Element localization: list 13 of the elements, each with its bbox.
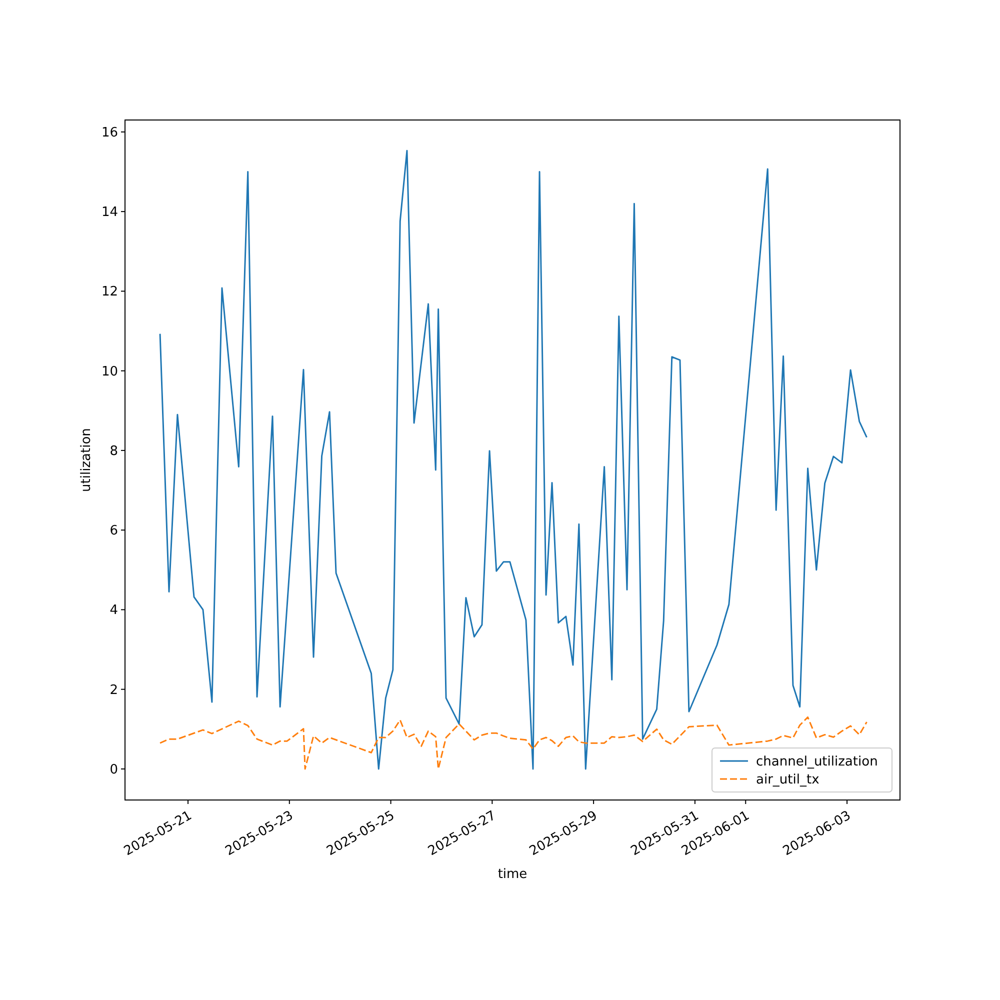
y-tick-label: 12 xyxy=(101,284,118,300)
legend-label: channel_utilization xyxy=(756,754,878,770)
legend-label: air_util_tx xyxy=(756,772,820,788)
y-tick-label: 8 xyxy=(110,444,118,459)
y-tick-label: 0 xyxy=(110,762,118,778)
y-axis-title: utilization xyxy=(79,428,94,492)
y-tick-label: 16 xyxy=(101,125,118,140)
y-tick-label: 2 xyxy=(110,682,118,698)
y-tick-label: 4 xyxy=(110,603,118,618)
y-tick-label: 10 xyxy=(101,364,118,380)
y-tick-label: 14 xyxy=(101,205,118,220)
x-axis-title: time xyxy=(498,867,528,882)
y-tick-label: 6 xyxy=(110,524,118,539)
